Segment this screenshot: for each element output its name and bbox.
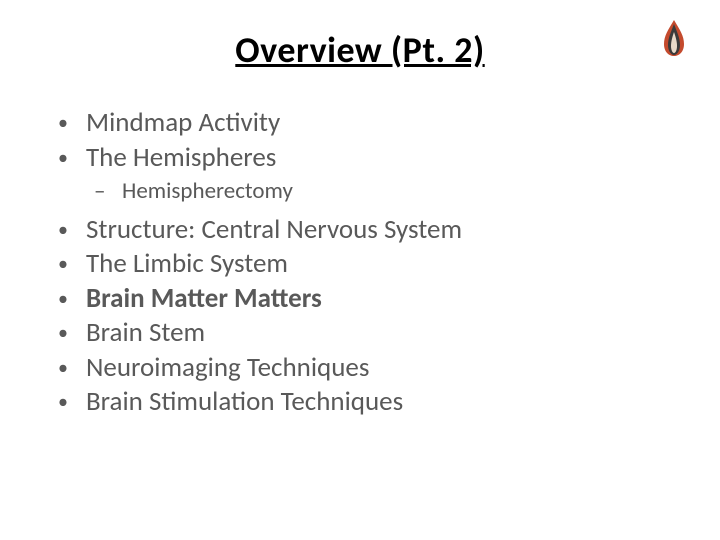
list-sub-item: – Hemispherectomy [58,177,670,206]
list-item-text: Brain Stem [86,316,205,351]
list-item-text: Neuroimaging Techniques [86,351,369,386]
list-item-text: Mindmap Activity [86,106,280,141]
bullet-icon: • [58,321,86,347]
list-item: • Neuroimaging Techniques [58,351,670,386]
bullet-icon: • [58,218,86,244]
slide: Overview (Pt. 2) • Mindmap Activity • Th… [0,0,720,540]
list-item: • Brain Stem [58,316,670,351]
bullet-icon: • [58,390,86,416]
flame-logo-icon [658,18,690,58]
bullet-icon: • [58,356,86,382]
bullet-icon: • [58,111,86,137]
list-item: • Brain Stimulation Techniques [58,385,670,420]
bullet-icon: • [58,252,86,278]
slide-title: Overview (Pt. 2) [50,28,670,72]
list-item-text: The Hemispheres [86,141,276,176]
list-item-text: Brain Matter Matters [86,282,322,317]
list-item-text: Hemispherectomy [122,177,293,206]
list-item: • The Hemispheres [58,141,670,176]
slide-body: • Mindmap Activity • The Hemispheres – H… [50,106,670,420]
list-item: • Mindmap Activity [58,106,670,141]
list-item-text: Brain Stimulation Techniques [86,385,403,420]
dash-icon: – [94,177,122,206]
bullet-icon: • [58,146,86,172]
list-item: • The Limbic System [58,247,670,282]
list-item-text: Structure: Central Nervous System [86,213,462,248]
bullet-icon: • [58,287,86,313]
list-item-text: The Limbic System [86,247,288,282]
list-item: • Structure: Central Nervous System [58,213,670,248]
list-item: • Brain Matter Matters [58,282,670,317]
